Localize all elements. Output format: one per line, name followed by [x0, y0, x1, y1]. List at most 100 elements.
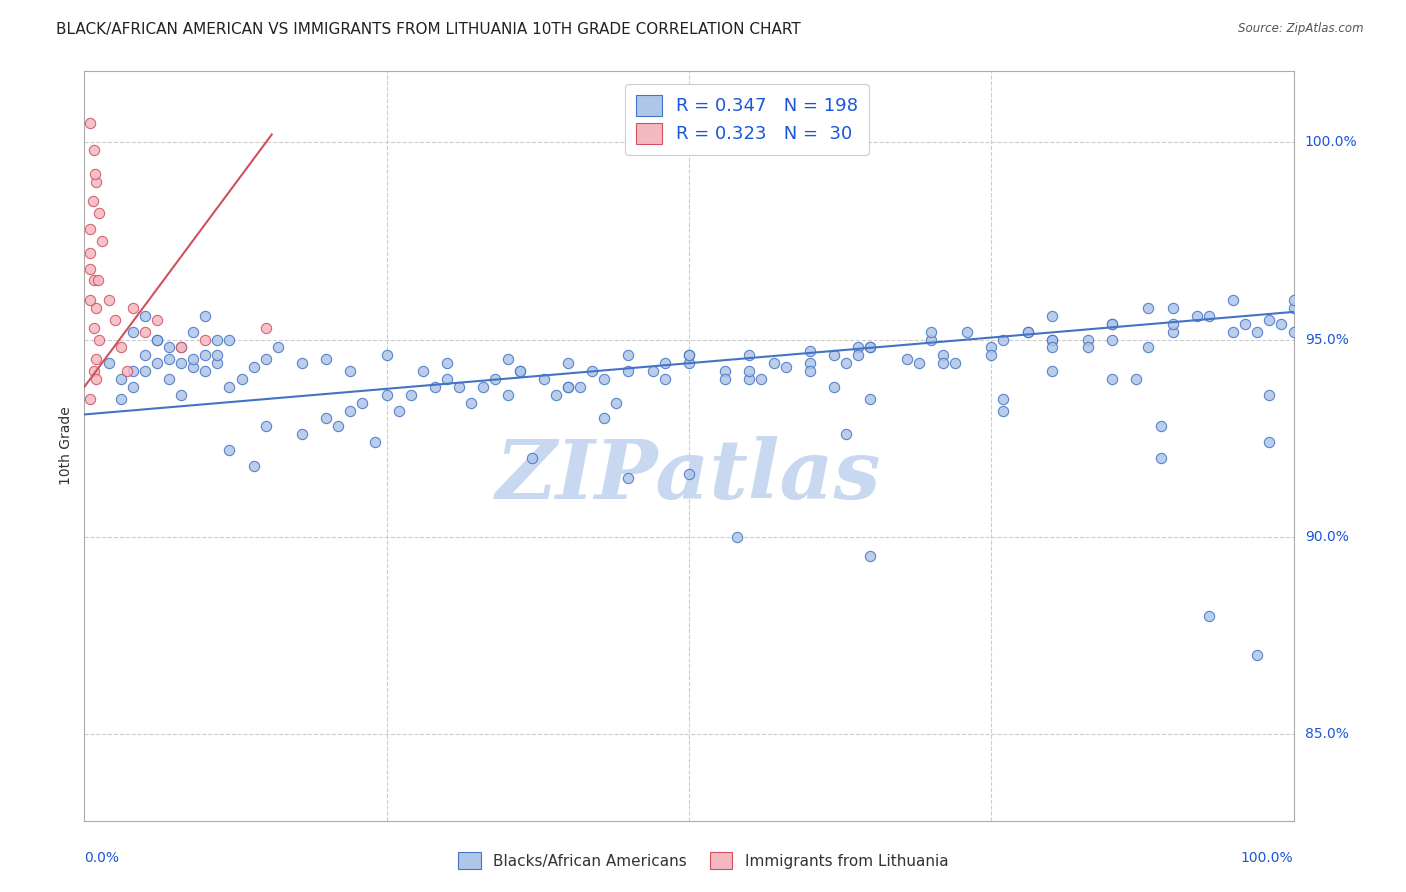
Point [157, 372, 180, 386]
Point [315, 352, 337, 367]
Point [104, 313, 127, 327]
Point [423, 380, 446, 394]
Point [83, 143, 105, 157]
Point [859, 549, 882, 564]
Point [472, 380, 495, 394]
Point [388, 403, 411, 417]
Point [993, 392, 1015, 406]
Point [87, 333, 110, 347]
Point [932, 348, 955, 362]
Point [557, 380, 579, 394]
Point [79, 261, 101, 276]
Point [121, 380, 143, 394]
Point [79, 392, 101, 406]
Point [605, 395, 627, 409]
Point [134, 348, 156, 362]
Point [714, 364, 737, 378]
Point [799, 364, 821, 378]
Point [569, 380, 592, 394]
Text: ZIPatlas: ZIPatlas [496, 436, 882, 516]
Point [920, 325, 942, 339]
Point [1101, 317, 1123, 331]
Point [1161, 325, 1184, 339]
Point [775, 360, 797, 375]
Point [86, 352, 108, 367]
Point [654, 356, 676, 370]
Point [84, 167, 107, 181]
Point [1137, 301, 1160, 315]
Point [920, 333, 942, 347]
Point [823, 348, 845, 362]
Point [617, 348, 640, 362]
Point [79, 115, 101, 129]
Point [846, 340, 869, 354]
Point [121, 325, 143, 339]
Point [678, 348, 700, 362]
Point [146, 356, 169, 370]
Point [1246, 325, 1268, 339]
Point [134, 309, 156, 323]
Point [449, 380, 471, 394]
Point [157, 352, 180, 367]
Point [593, 372, 616, 386]
Point [146, 333, 169, 347]
Point [181, 360, 204, 375]
Point [194, 333, 217, 347]
Point [678, 356, 700, 370]
Point [1246, 648, 1268, 662]
Point [1017, 325, 1039, 339]
Text: 90.0%: 90.0% [1305, 530, 1348, 544]
Point [496, 388, 519, 402]
Text: 100.0%: 100.0% [1305, 136, 1357, 149]
Point [146, 333, 169, 347]
Point [194, 309, 217, 323]
Point [315, 411, 337, 425]
Point [1282, 301, 1305, 315]
Point [932, 356, 955, 370]
Point [1040, 364, 1063, 378]
Point [641, 364, 664, 378]
Point [352, 395, 374, 409]
Point [86, 175, 108, 189]
Legend: R = 0.347   N = 198, R = 0.323   N =  30: R = 0.347 N = 198, R = 0.323 N = 30 [626, 84, 869, 154]
Point [1234, 317, 1257, 331]
Point [799, 344, 821, 359]
Point [509, 364, 531, 378]
Point [1161, 301, 1184, 315]
Point [993, 403, 1015, 417]
Point [678, 348, 700, 362]
Point [1198, 309, 1220, 323]
Point [943, 356, 966, 370]
Point [218, 333, 240, 347]
Point [86, 273, 108, 287]
Point [1282, 325, 1305, 339]
Point [993, 333, 1015, 347]
Point [823, 380, 845, 394]
Point [1258, 435, 1281, 450]
Point [218, 442, 240, 457]
Point [242, 360, 264, 375]
Point [799, 356, 821, 370]
Point [484, 372, 506, 386]
Point [907, 356, 929, 370]
Point [859, 340, 882, 354]
Point [181, 352, 204, 367]
Point [1101, 372, 1123, 386]
Point [1149, 419, 1171, 434]
Point [835, 356, 858, 370]
Point [375, 388, 398, 402]
Point [254, 352, 277, 367]
Point [328, 419, 350, 434]
Y-axis label: 10th Grade: 10th Grade [59, 407, 73, 485]
Point [194, 348, 217, 362]
Point [363, 435, 385, 450]
Point [1258, 388, 1281, 402]
Point [146, 313, 169, 327]
Point [1270, 317, 1292, 331]
Point [291, 356, 314, 370]
Legend: Blacks/African Americans, Immigrants from Lithuania: Blacks/African Americans, Immigrants fro… [451, 846, 955, 875]
Point [1125, 372, 1147, 386]
Point [1137, 340, 1160, 354]
Point [207, 333, 229, 347]
Point [762, 356, 785, 370]
